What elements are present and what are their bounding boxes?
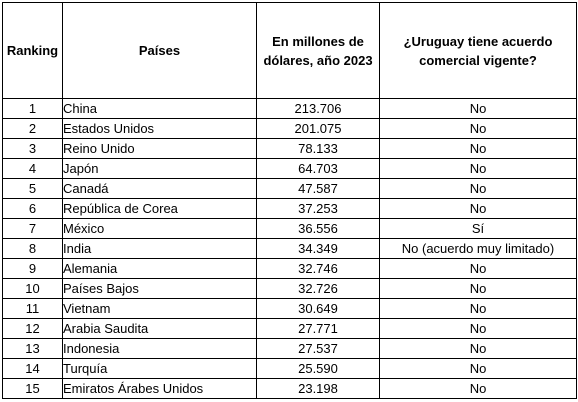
table-row: 6 República de Corea 37.253 No <box>2 198 577 219</box>
country-cell: Países Bajos <box>62 278 257 299</box>
value-cell: 78.133 <box>256 138 380 159</box>
agreement-cell: No <box>379 158 577 179</box>
agreement-cell: No <box>379 358 577 379</box>
country-cell: Turquía <box>62 358 257 379</box>
table-row: 12 Arabia Saudita 27.771 No <box>2 318 577 339</box>
rank-cell: 6 <box>2 198 63 219</box>
country-cell: India <box>62 238 257 259</box>
agreement-cell: No <box>379 98 577 119</box>
country-cell: Japón <box>62 158 257 179</box>
rank-cell: 14 <box>2 358 63 379</box>
agreement-cell: No <box>379 118 577 139</box>
table-row: 4 Japón 64.703 No <box>2 158 577 179</box>
value-cell: 47.587 <box>256 178 380 199</box>
table-row: 9 Alemania 32.746 No <box>2 258 577 279</box>
header-agreement: ¿Uruguay tiene acuerdo comercial vigente… <box>379 2 577 99</box>
table-row: 8 India 34.349 No (acuerdo muy limitado) <box>2 238 577 259</box>
header-value: En millones de dólares, año 2023 <box>256 2 380 99</box>
table-row: 2 Estados Unidos 201.075 No <box>2 118 577 139</box>
country-cell: Indonesia <box>62 338 257 359</box>
agreement-cell: No <box>379 278 577 299</box>
country-cell: Estados Unidos <box>62 118 257 139</box>
rank-cell: 2 <box>2 118 63 139</box>
table-row: 7 México 36.556 Sí <box>2 218 577 239</box>
value-cell: 32.746 <box>256 258 380 279</box>
country-cell: China <box>62 98 257 119</box>
table-body: 1 China 213.706 No 2 Estados Unidos 201.075 No 3… <box>2 98 577 399</box>
rank-cell: 3 <box>2 138 63 159</box>
country-cell: Vietnam <box>62 298 257 319</box>
table-header: Ranking Países En millones de dólares, a… <box>2 2 577 99</box>
agreement-cell: No <box>379 318 577 339</box>
value-cell: 25.590 <box>256 358 380 379</box>
value-cell: 30.649 <box>256 298 380 319</box>
rank-cell: 4 <box>2 158 63 179</box>
agreement-cell: No <box>379 258 577 279</box>
country-cell: Reino Unido <box>62 138 257 159</box>
agreement-cell: Sí <box>379 218 577 239</box>
agreement-cell: No (acuerdo muy limitado) <box>379 238 577 259</box>
country-cell: Arabia Saudita <box>62 318 257 339</box>
table-row: 1 China 213.706 No <box>2 98 577 119</box>
value-cell: 64.703 <box>256 158 380 179</box>
country-cell: México <box>62 218 257 239</box>
rank-cell: 15 <box>2 378 63 399</box>
table-row: 3 Reino Unido 78.133 No <box>2 138 577 159</box>
value-cell: 32.726 <box>256 278 380 299</box>
rank-cell: 11 <box>2 298 63 319</box>
value-cell: 201.075 <box>256 118 380 139</box>
country-cell: República de Corea <box>62 198 257 219</box>
header-countries: Países <box>62 2 257 99</box>
table-row: 10 Países Bajos 32.726 No <box>2 278 577 299</box>
rank-cell: 9 <box>2 258 63 279</box>
country-cell: Emiratos Árabes Unidos <box>62 378 257 399</box>
value-cell: 37.253 <box>256 198 380 219</box>
value-cell: 27.537 <box>256 338 380 359</box>
rank-cell: 8 <box>2 238 63 259</box>
header-ranking: Ranking <box>2 2 63 99</box>
table-row: 11 Vietnam 30.649 No <box>2 298 577 319</box>
value-cell: 213.706 <box>256 98 380 119</box>
country-cell: Canadá <box>62 178 257 199</box>
value-cell: 27.771 <box>256 318 380 339</box>
value-cell: 36.556 <box>256 218 380 239</box>
table-row: 14 Turquía 25.590 No <box>2 358 577 379</box>
rank-cell: 13 <box>2 338 63 359</box>
header-row: Ranking Países En millones de dólares, a… <box>2 2 577 99</box>
agreement-cell: No <box>379 178 577 199</box>
agreement-cell: No <box>379 138 577 159</box>
table-row: 5 Canadá 47.587 No <box>2 178 577 199</box>
table-row: 15 Emiratos Árabes Unidos 23.198 No <box>2 378 577 399</box>
table-row: 13 Indonesia 27.537 No <box>2 338 577 359</box>
agreement-cell: No <box>379 378 577 399</box>
rank-cell: 10 <box>2 278 63 299</box>
rank-cell: 5 <box>2 178 63 199</box>
rank-cell: 1 <box>2 98 63 119</box>
value-cell: 34.349 <box>256 238 380 259</box>
agreement-cell: No <box>379 298 577 319</box>
agreement-cell: No <box>379 338 577 359</box>
rank-cell: 12 <box>2 318 63 339</box>
country-cell: Alemania <box>62 258 257 279</box>
value-cell: 23.198 <box>256 378 380 399</box>
rank-cell: 7 <box>2 218 63 239</box>
agreement-cell: No <box>379 198 577 219</box>
